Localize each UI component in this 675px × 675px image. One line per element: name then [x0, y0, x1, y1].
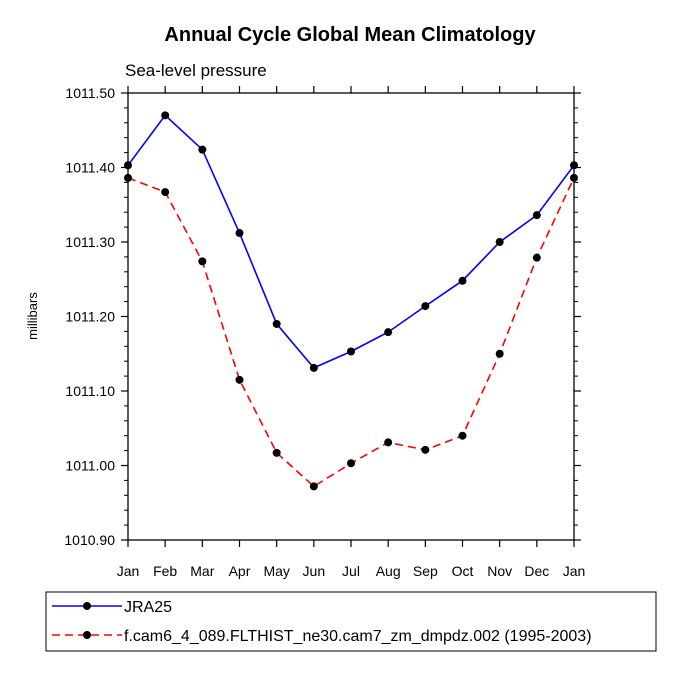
data-point-series-1 — [124, 161, 132, 170]
legend: JRA25 f.cam6_4_089.FLTHIST_ne30.cam7_zm_d… — [45, 591, 657, 652]
data-point-series-2 — [161, 188, 170, 197]
x-tick-label: Jun — [303, 563, 326, 579]
series-line-1 — [127, 114, 575, 369]
legend-marker-1 — [83, 602, 91, 610]
axis-ticks: 1010.90 1011.00 1011.10 1011.20 1011.30 1011.… — [64, 85, 585, 579]
data-point-series-1 — [235, 229, 244, 238]
y-tick-label: 1011.40 — [65, 160, 115, 176]
data-point-series-1 — [495, 238, 504, 246]
data-point-series-2 — [532, 253, 541, 262]
x-tick-label: Nov — [487, 563, 512, 579]
data-point-series-1 — [198, 145, 207, 154]
data-point-series-1 — [458, 276, 467, 285]
data-point-series-2 — [272, 448, 281, 457]
series-line-2 — [127, 177, 575, 488]
x-tick-label: Oct — [452, 563, 474, 579]
y-tick-label: 1011.00 — [65, 458, 115, 474]
x-tick-label: Jan — [117, 563, 140, 579]
data-point-series-1 — [421, 302, 430, 311]
legend-marker-2 — [83, 631, 91, 639]
chart-subtitle: Sea-level pressure — [125, 61, 267, 80]
data-point-series-2 — [124, 173, 132, 182]
y-tick-label: 1011.10 — [65, 383, 115, 399]
x-tick-label: Sep — [413, 563, 438, 579]
x-tick-label: Dec — [524, 563, 549, 579]
data-point-series-2 — [384, 438, 393, 447]
data-point-series-2 — [570, 173, 578, 182]
data-point-series-1 — [384, 328, 393, 337]
chart-title: Annual Cycle Global Mean Climatology — [164, 24, 536, 46]
series-layer — [124, 111, 578, 491]
legend-label-1: JRA25 — [124, 599, 172, 616]
data-point-series-1 — [532, 211, 541, 220]
data-point-series-2 — [458, 431, 467, 440]
data-point-series-2 — [198, 257, 207, 266]
data-point-series-1 — [272, 319, 281, 328]
data-point-series-1 — [309, 363, 318, 372]
y-tick-label: 1011.20 — [65, 309, 115, 325]
x-tick-label: Jan — [563, 563, 586, 579]
data-point-series-1 — [347, 347, 355, 356]
x-tick-label: May — [263, 563, 289, 579]
plot-frame — [127, 92, 575, 541]
x-tick-label: Apr — [229, 563, 251, 579]
y-axis-label: millibars — [25, 292, 40, 340]
data-point-series-2 — [421, 445, 430, 454]
legend-box — [45, 591, 657, 652]
x-tick-label: Aug — [376, 563, 401, 579]
x-tick-label: Mar — [190, 563, 214, 579]
data-point-series-2 — [235, 375, 244, 384]
y-tick-label: 1011.50 — [65, 85, 115, 101]
y-tick-label: 1010.90 — [64, 532, 115, 548]
data-point-series-2 — [309, 482, 318, 491]
data-point-series-2 — [347, 459, 355, 468]
x-tick-label: Jul — [342, 563, 360, 579]
data-point-series-2 — [495, 349, 504, 358]
x-tick-label: Feb — [153, 563, 177, 579]
legend-label-2: f.cam6_4_089.FLTHIST_ne30.cam7_zm_dmpdz.… — [124, 628, 592, 645]
data-point-series-1 — [570, 161, 578, 170]
data-point-series-1 — [161, 111, 170, 120]
y-tick-label: 1011.30 — [65, 234, 115, 250]
